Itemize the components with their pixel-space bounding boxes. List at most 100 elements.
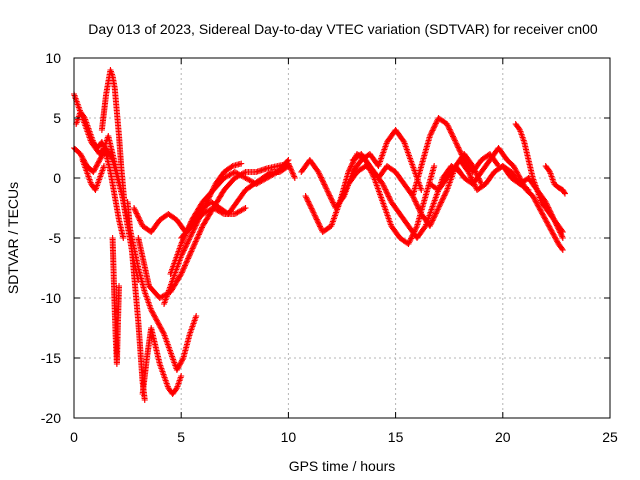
data-point <box>557 229 564 236</box>
data-point <box>131 205 138 211</box>
data-point <box>457 148 464 155</box>
data-point <box>382 186 389 193</box>
data-point <box>98 154 105 161</box>
data-point <box>186 252 193 259</box>
data-point <box>455 145 462 152</box>
data-point <box>553 222 560 229</box>
data-point <box>238 160 245 167</box>
data-point <box>329 198 336 205</box>
data-point <box>549 212 556 219</box>
data-point <box>184 240 191 247</box>
data-point <box>468 174 475 181</box>
data-point <box>552 235 559 242</box>
data-points <box>71 67 568 403</box>
data-point <box>181 262 188 269</box>
data-point <box>153 317 160 324</box>
data-point <box>561 190 568 197</box>
data-point <box>446 125 453 132</box>
data-point <box>286 162 293 169</box>
data-point <box>465 169 472 175</box>
data-point <box>545 204 552 211</box>
data-point <box>93 163 100 170</box>
data-point <box>438 199 445 206</box>
data-point <box>322 182 329 189</box>
data-point <box>454 143 461 150</box>
data-point <box>182 261 189 268</box>
data-point <box>134 213 141 220</box>
data-point <box>174 365 181 372</box>
data-point <box>380 182 387 189</box>
data-point <box>344 183 351 190</box>
data-point <box>551 218 558 225</box>
data-point <box>415 205 422 212</box>
data-point <box>459 154 466 161</box>
data-point <box>192 238 199 245</box>
data-point <box>305 199 312 206</box>
data-point <box>184 239 191 246</box>
data-point <box>327 195 334 202</box>
data-point <box>535 203 542 210</box>
data-point <box>544 203 551 210</box>
data-point <box>413 201 420 208</box>
data-point <box>450 134 457 141</box>
data-point <box>468 175 475 182</box>
data-point <box>317 224 324 231</box>
data-point <box>432 120 439 127</box>
data-point <box>532 198 539 205</box>
data-point <box>543 200 550 207</box>
data-point <box>91 166 98 173</box>
data-point <box>191 241 198 248</box>
data-point <box>543 201 550 208</box>
x-tick-label: 20 <box>495 429 511 445</box>
data-point <box>136 217 143 224</box>
data-point <box>546 223 553 230</box>
data-point <box>471 181 478 188</box>
x-tick-label: 25 <box>602 429 618 445</box>
data-point <box>559 233 566 240</box>
data-point <box>178 239 185 246</box>
data-point <box>411 195 418 202</box>
data-point <box>183 241 190 248</box>
data-point <box>542 199 549 205</box>
data-point <box>457 150 464 157</box>
series-arc-08 <box>139 325 185 397</box>
data-point <box>284 158 291 165</box>
data-point <box>219 210 226 217</box>
data-point <box>541 215 548 222</box>
data-point <box>429 217 436 224</box>
data-point <box>156 323 163 329</box>
data-point <box>342 186 349 193</box>
data-point <box>155 320 162 327</box>
data-point <box>288 167 295 174</box>
data-point <box>386 196 393 203</box>
data-point <box>186 235 193 241</box>
data-point <box>311 212 318 219</box>
data-point <box>413 224 420 231</box>
data-point <box>544 219 551 226</box>
data-point <box>291 175 298 181</box>
data-point <box>444 122 451 129</box>
data-point <box>556 228 563 235</box>
data-point <box>411 197 418 204</box>
data-point <box>533 199 540 206</box>
data-point <box>190 228 197 235</box>
data-point <box>116 283 123 289</box>
data-point <box>160 329 167 336</box>
data-point <box>477 178 484 185</box>
data-point <box>448 130 455 137</box>
data-point <box>182 244 189 251</box>
y-tick-label: 10 <box>45 50 61 66</box>
data-point <box>433 209 440 216</box>
data-point <box>181 246 188 253</box>
data-point <box>186 236 193 243</box>
data-point <box>185 255 192 262</box>
x-tick-label: 5 <box>177 429 185 445</box>
data-point <box>315 219 322 226</box>
data-point <box>418 187 425 193</box>
data-point <box>183 259 190 266</box>
data-point <box>180 266 187 273</box>
data-point <box>291 173 298 180</box>
data-point <box>379 181 386 187</box>
data-point <box>342 187 349 194</box>
